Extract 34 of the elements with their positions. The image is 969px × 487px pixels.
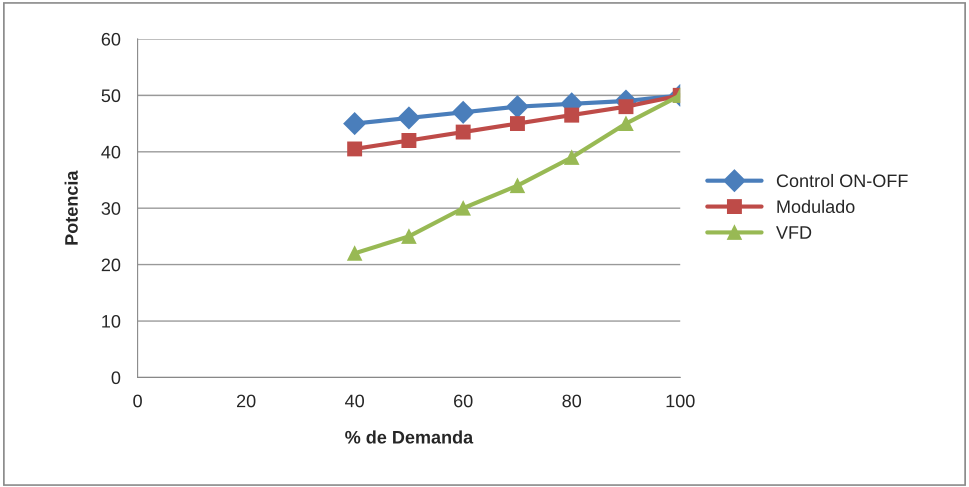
- x-tick-label: 60: [454, 394, 473, 408]
- x-tick-label: 0: [133, 394, 142, 408]
- point: [618, 99, 634, 114]
- point: [401, 133, 416, 148]
- y-tick-label: 10: [102, 314, 120, 328]
- point: [510, 116, 525, 132]
- x-tick-label: 40: [345, 394, 364, 408]
- point: [401, 228, 416, 244]
- x-tick-label: 100: [666, 394, 695, 408]
- point: [618, 116, 634, 132]
- legend-label: Control ON-OFF: [776, 174, 908, 188]
- point: [343, 112, 366, 135]
- y-tick-label: 30: [102, 202, 120, 215]
- point: [510, 178, 525, 194]
- y-tick-label: 40: [101, 146, 120, 158]
- point: [452, 100, 475, 124]
- legend-label: Modulado: [777, 200, 854, 214]
- y-tick-label: 0: [112, 371, 120, 384]
- point: [506, 95, 529, 118]
- point: [347, 246, 362, 261]
- y-tick-label: 60: [102, 32, 120, 46]
- point: [398, 106, 420, 130]
- x-axis-title: % de Demanda: [345, 430, 474, 444]
- point: [347, 141, 362, 156]
- y-tick-label: 20: [102, 258, 120, 272]
- y-axis-title: Potencia: [64, 170, 78, 245]
- point: [564, 108, 580, 123]
- point: [456, 200, 471, 216]
- x-tick-label: 20: [236, 394, 256, 408]
- x-tick-label: 80: [562, 394, 582, 408]
- y-tick-label: 50: [102, 89, 120, 102]
- point: [456, 124, 471, 140]
- legend-label: VFD: [776, 226, 812, 239]
- point: [564, 150, 580, 165]
